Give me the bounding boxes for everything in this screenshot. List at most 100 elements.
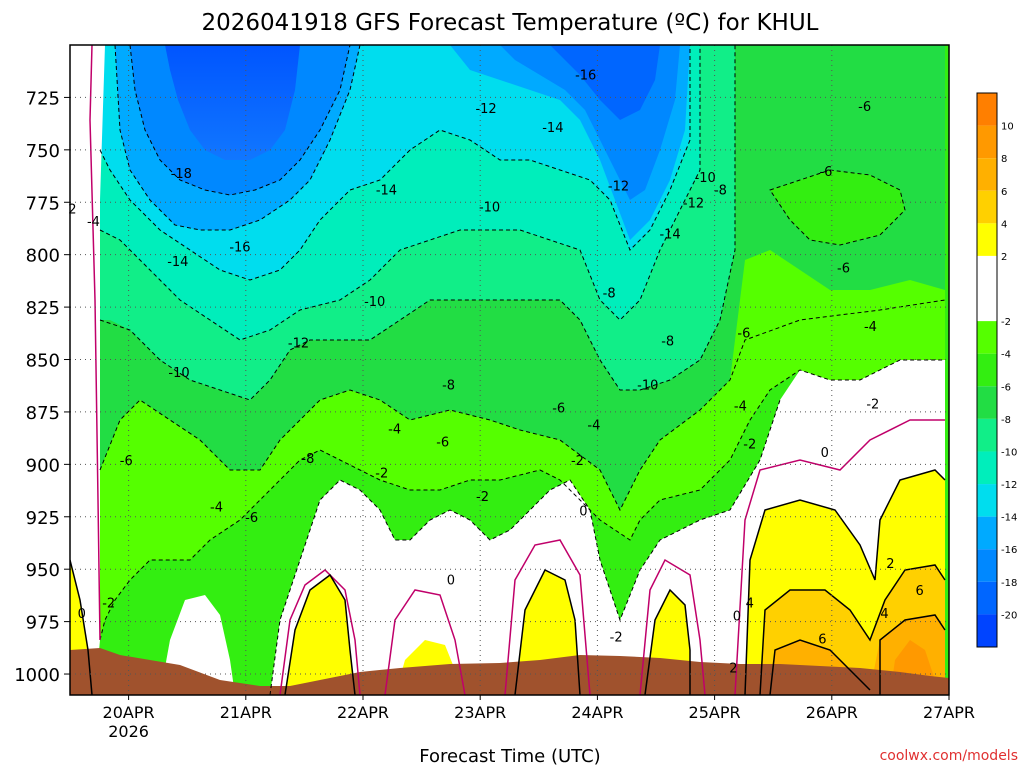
colorbar-label: -14 xyxy=(1001,513,1017,524)
contour-label: -2 xyxy=(476,490,489,505)
colorbar-swatch xyxy=(977,418,997,452)
contour-label: -16 xyxy=(229,240,250,255)
contour-label: -4 xyxy=(734,400,747,415)
contour-label: -6 xyxy=(737,326,750,341)
contour-label: -8 xyxy=(301,452,314,467)
colorbar-label: 4 xyxy=(1001,219,1007,230)
y-tick-label: 875 xyxy=(26,403,60,424)
colorbar-swatch xyxy=(977,549,997,582)
contour-minus6-closed xyxy=(769,169,906,246)
contour-label: -8 xyxy=(714,184,727,199)
colorbar-swatch xyxy=(977,614,997,647)
positive-contours xyxy=(70,45,946,695)
colorbar-swatch xyxy=(977,484,997,517)
contour-zero-b xyxy=(384,589,466,695)
y-tick-label: 850 xyxy=(26,351,60,372)
y-axis: 725 750 775 800 825 850 875 900 925 950 975 1000 xyxy=(14,88,70,686)
colorbar-swatch xyxy=(977,158,997,191)
colorbar-label: 10 xyxy=(1001,122,1014,133)
y-tick-label: 825 xyxy=(26,298,60,319)
contour-label: -10 xyxy=(364,295,385,310)
x-tick-label: 27APR xyxy=(923,703,975,722)
region-minus4-right xyxy=(770,170,905,245)
contour-label: -8 xyxy=(442,379,455,394)
contour-label: -4 xyxy=(388,423,401,438)
x-tick-label: 22APR xyxy=(337,703,389,722)
contour-plus2-a xyxy=(284,573,356,695)
contour-label: 6 xyxy=(916,584,924,599)
contour-labels: 2 -4 -6 0 -2 -18 -16 -14 -10 -4 -6 -8 -12 -10 -14 -2 -4 -… xyxy=(68,68,924,676)
colorbar-label: 2 xyxy=(1001,252,1007,263)
filled-temperature-regions xyxy=(70,45,949,695)
y-tick-label: 725 xyxy=(26,88,60,109)
contour-label: -2 xyxy=(743,437,756,452)
contour-label: -4 xyxy=(210,500,223,515)
y-tick-label: 1000 xyxy=(14,665,60,686)
contour-label: -6 xyxy=(837,261,850,276)
colorbar-label: -2 xyxy=(1001,317,1011,328)
contour-label: -16 xyxy=(575,68,596,83)
region-minus20-left xyxy=(165,45,300,160)
plot-frame xyxy=(69,44,950,696)
contour-label: -12 xyxy=(683,196,704,211)
contour-minus12-left xyxy=(99,45,691,281)
contour-minus8 xyxy=(99,45,736,401)
contour-label: -4 xyxy=(864,320,877,335)
y-tick-label: 975 xyxy=(26,613,60,634)
contour-label: -2 xyxy=(610,630,623,645)
contour-plus2-d xyxy=(644,588,691,695)
colorbar-swatch xyxy=(977,93,997,126)
contour-minus14-left xyxy=(114,45,361,231)
contour-zero-left xyxy=(89,45,101,641)
contour-label: -4 xyxy=(587,419,600,434)
contour-label: -2 xyxy=(866,398,879,413)
contour-label: 0 xyxy=(447,574,455,589)
chart-title: 2026041918 GFS Forecast Temperature (ºC)… xyxy=(202,10,819,36)
colorbar-label: -20 xyxy=(1001,610,1017,621)
contour-zero-a xyxy=(279,569,361,695)
contour-label: 2 xyxy=(886,557,894,572)
colorbar-label: 8 xyxy=(1001,154,1007,165)
colorbar-swatch xyxy=(977,255,997,322)
contour-label: -6 xyxy=(819,165,832,180)
contour-minus2 xyxy=(269,399,781,695)
x-tick-label: 24APR xyxy=(571,703,623,722)
contour-label: -14 xyxy=(542,121,563,136)
colorbar-swatch xyxy=(977,386,997,419)
x-axis-title: Forecast Time (UTC) xyxy=(419,746,600,767)
contour-label: 0 xyxy=(579,504,587,519)
region-plus2-a xyxy=(285,575,355,695)
contour-label: -4 xyxy=(87,215,100,230)
y-tick-label: 750 xyxy=(26,141,60,162)
contour-label: -10 xyxy=(479,200,500,215)
colorbar-label: -18 xyxy=(1001,578,1017,589)
contour-label: -10 xyxy=(637,379,658,394)
y-tick-label: 925 xyxy=(26,508,60,529)
colorbar: 10 8 6 4 2 -2 -4 -6 -8 -10 -12 -14 -16 -18 -20 xyxy=(976,92,1017,648)
x-tick-label: 20APR xyxy=(103,703,155,722)
colorbar-label: -4 xyxy=(1001,350,1011,361)
colorbar-label: -12 xyxy=(1001,480,1017,491)
contour-label: -6 xyxy=(436,435,449,450)
colorbar-label: 6 xyxy=(1001,187,1007,198)
contour-label: 0 xyxy=(821,446,829,461)
contour-label: -8 xyxy=(603,286,616,301)
contour-label: 2 xyxy=(729,662,737,677)
colorbar-label: -8 xyxy=(1001,415,1011,426)
contour-label: 0 xyxy=(733,609,741,624)
colorbar-label: -16 xyxy=(1001,545,1017,556)
region-minus2-right xyxy=(100,250,945,640)
watermark-link[interactable]: coolwx.com/models xyxy=(880,748,1018,764)
contour-plus2 xyxy=(744,469,946,695)
contour-label: -6 xyxy=(552,402,565,417)
colorbar-frame xyxy=(976,92,998,648)
contour-label: 4 xyxy=(746,597,754,612)
colorbar-swatch xyxy=(977,451,997,485)
contour-label: -14 xyxy=(659,228,680,243)
colorbar-swatch xyxy=(977,223,997,256)
x-tick-label: 26APR xyxy=(806,703,858,722)
y-tick-label: 950 xyxy=(26,560,60,581)
contour-label: -10 xyxy=(695,171,716,186)
x-tick-sublabel: 2026 xyxy=(108,722,149,741)
